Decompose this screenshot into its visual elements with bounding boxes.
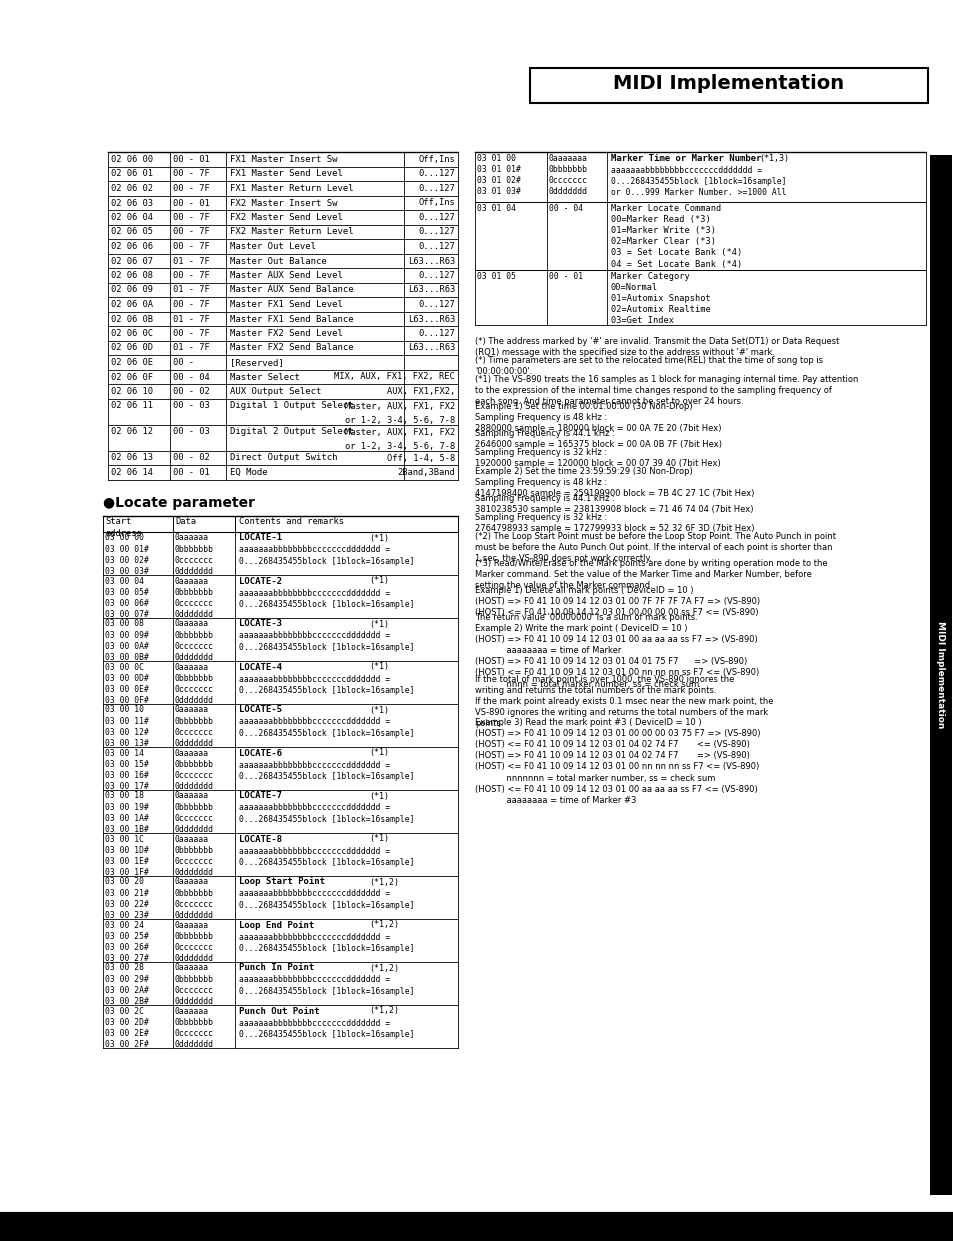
Text: aaaaaaabbbbbbbbcccccccddddddd =
0...268435455block [1block=16sample]: aaaaaaabbbbbbbbcccccccddddddd = 0...2684… bbox=[239, 932, 414, 953]
Text: 2Band,3Band: 2Band,3Band bbox=[396, 468, 455, 477]
Text: 02 06 10: 02 06 10 bbox=[111, 387, 152, 396]
Text: 00 - 04: 00 - 04 bbox=[548, 204, 582, 213]
Text: 03 01 00
03 01 01#
03 01 02#
03 01 03#: 03 01 00 03 01 01# 03 01 02# 03 01 03# bbox=[476, 154, 520, 196]
Text: 03 00 28
03 00 29#
03 00 2A#
03 00 2B#: 03 00 28 03 00 29# 03 00 2A# 03 00 2B# bbox=[105, 963, 149, 1005]
Text: 03 00 08
03 00 09#
03 00 0A#
03 00 0B#: 03 00 08 03 00 09# 03 00 0A# 03 00 0B# bbox=[105, 619, 149, 661]
Bar bbox=[0, 1216, 953, 1241]
Text: Loop End Point: Loop End Point bbox=[239, 921, 314, 930]
Text: Master Select: Master Select bbox=[230, 372, 299, 381]
Text: 03 00 18
03 00 19#
03 00 1A#
03 00 1B#: 03 00 18 03 00 19# 03 00 1A# 03 00 1B# bbox=[105, 792, 149, 834]
Text: Master FX1 Send Level: Master FX1 Send Level bbox=[230, 300, 342, 309]
Text: 02 06 05: 02 06 05 bbox=[111, 227, 152, 237]
Text: The return value '00000000' is a sum of mark points.: The return value '00000000' is a sum of … bbox=[475, 613, 698, 622]
Text: aaaaaaabbbbbbbbcccccccddddddd =
0...268435455block [1block=16sample]: aaaaaaabbbbbbbbcccccccddddddd = 0...2684… bbox=[239, 1019, 414, 1039]
Text: Direct Output Switch: Direct Output Switch bbox=[230, 453, 337, 463]
Text: 00 - 01: 00 - 01 bbox=[172, 199, 210, 207]
Text: Sampling Frequency is 44.1 kHz :
2646000 sample = 165375 block = 00 0A 0B 7F (7b: Sampling Frequency is 44.1 kHz : 2646000… bbox=[475, 429, 721, 449]
Text: (*1): (*1) bbox=[369, 663, 389, 671]
Text: 0aaaaaa
0bbbbbbb
0ccccccc
0ddddddd: 0aaaaaa 0bbbbbbb 0ccccccc 0ddddddd bbox=[174, 963, 213, 1005]
Text: Example 1) Delete all mark points ( DeviceID = 10 )
(HOST) => F0 41 10 09 14 12 : Example 1) Delete all mark points ( Devi… bbox=[475, 586, 760, 617]
Text: 0...127: 0...127 bbox=[417, 170, 455, 179]
Text: (*1): (*1) bbox=[369, 792, 389, 800]
Text: (*1) The VS-890 treats the 16 samples as 1 block for managing internal time. Pay: (*1) The VS-890 treats the 16 samples as… bbox=[475, 375, 858, 406]
Text: 00 - 7F: 00 - 7F bbox=[172, 329, 210, 338]
Text: 00 - 7F: 00 - 7F bbox=[172, 227, 210, 237]
Text: Marker Locate Command
00=Marker Read (*3)
01=Marker Write (*3)
02=Marker Clear (: Marker Locate Command 00=Marker Read (*3… bbox=[610, 204, 741, 268]
Text: 03 00 20
03 00 21#
03 00 22#
03 00 23#: 03 00 20 03 00 21# 03 00 22# 03 00 23# bbox=[105, 877, 149, 920]
Text: 0...127: 0...127 bbox=[417, 184, 455, 194]
Text: (*2) The Loop Start Point must be before the Loop Stop Point. The Auto Punch in : (*2) The Loop Start Point must be before… bbox=[475, 532, 835, 563]
Text: 02 06 0B: 02 06 0B bbox=[111, 314, 152, 324]
Text: Example 3) Read the mark point #3 ( DeviceID = 10 )
(HOST) => F0 41 10 09 14 12 : Example 3) Read the mark point #3 ( Devi… bbox=[475, 719, 760, 804]
Text: Example 1) Set the time 00:01:00:00 (30 Non-Drop)
Sampling Frequency is 48 kHz :: Example 1) Set the time 00:01:00:00 (30 … bbox=[475, 402, 720, 433]
Text: aaaaaaabbbbbbbbcccccccddddddd =
0...268435455block [1block=16sample]: aaaaaaabbbbbbbbcccccccddddddd = 0...2684… bbox=[239, 588, 414, 608]
Text: Contents and remarks: Contents and remarks bbox=[239, 517, 344, 526]
Text: L63...R63: L63...R63 bbox=[407, 257, 455, 266]
Text: 00 - 03: 00 - 03 bbox=[172, 427, 210, 437]
Text: 03 00 00
03 00 01#
03 00 02#
03 00 03#: 03 00 00 03 00 01# 03 00 02# 03 00 03# bbox=[105, 534, 149, 576]
Text: (*1,3): (*1,3) bbox=[759, 154, 788, 163]
Text: aaaaaaabbbbbbbbcccccccddddddd =
0...268435455block [1block=16sample]: aaaaaaabbbbbbbbcccccccddddddd = 0...2684… bbox=[239, 890, 414, 910]
Text: LOCATE-8: LOCATE-8 bbox=[239, 834, 282, 844]
Text: aaaaaaabbbbbbbbcccccccddddddd =
0...268435455block [1block=16sample]
or 0...999 : aaaaaaabbbbbbbbcccccccddddddd = 0...2684… bbox=[610, 166, 785, 197]
Text: 02 06 11: 02 06 11 bbox=[111, 402, 152, 411]
Text: (*) Time parameters are set to the relocated time(REL) that the time of song top: (*) Time parameters are set to the reloc… bbox=[475, 356, 822, 376]
Text: [Reserved]: [Reserved] bbox=[230, 357, 283, 367]
Text: or 1-2, 3-4, 5-6, 7-8: or 1-2, 3-4, 5-6, 7-8 bbox=[344, 416, 455, 424]
Text: (*1,2): (*1,2) bbox=[369, 921, 398, 930]
Text: 00 - 7F: 00 - 7F bbox=[172, 242, 210, 251]
Text: 02 06 03: 02 06 03 bbox=[111, 199, 152, 207]
Text: 02 06 14: 02 06 14 bbox=[111, 468, 152, 477]
Text: 0aaaaaa
0bbbbbbb
0ccccccc
0ddddddd: 0aaaaaa 0bbbbbbb 0ccccccc 0ddddddd bbox=[174, 748, 213, 791]
Text: FX1 Master Return Level: FX1 Master Return Level bbox=[230, 184, 354, 194]
Text: MIDI Implementation: MIDI Implementation bbox=[936, 622, 944, 728]
Text: 02 06 00: 02 06 00 bbox=[111, 155, 152, 164]
Text: 0...127: 0...127 bbox=[417, 329, 455, 338]
Text: 00 - 02: 00 - 02 bbox=[172, 453, 210, 463]
Text: Marker Category
00=Normal
01=Automix Snapshot
02=Automix Realtime
03=Get Index: Marker Category 00=Normal 01=Automix Sna… bbox=[610, 272, 710, 325]
Text: 03 00 2C
03 00 2D#
03 00 2E#
03 00 2F#: 03 00 2C 03 00 2D# 03 00 2E# 03 00 2F# bbox=[105, 1006, 149, 1049]
Text: L63...R63: L63...R63 bbox=[407, 314, 455, 324]
Text: MIDI Implementation: MIDI Implementation bbox=[613, 74, 843, 93]
Text: 0aaaaaa
0bbbbbbb
0ccccccc
0ddddddd: 0aaaaaa 0bbbbbbb 0ccccccc 0ddddddd bbox=[174, 534, 213, 576]
Text: Master, AUX, FX1, FX2: Master, AUX, FX1, FX2 bbox=[344, 402, 455, 411]
Text: aaaaaaabbbbbbbbcccccccddddddd =
0...268435455block [1block=16sample]: aaaaaaabbbbbbbbcccccccddddddd = 0...2684… bbox=[239, 975, 414, 995]
Text: 101: 101 bbox=[428, 1232, 465, 1241]
Text: 01 - 7F: 01 - 7F bbox=[172, 344, 210, 352]
Text: 02 06 13: 02 06 13 bbox=[111, 453, 152, 463]
Text: 00 -: 00 - bbox=[172, 357, 193, 367]
Text: 00 - 7F: 00 - 7F bbox=[172, 184, 210, 194]
Text: (*) The address marked by '#' are invalid. Transmit the Data Set(DT1) or Data Re: (*) The address marked by '#' are invali… bbox=[475, 338, 839, 357]
Text: (*1): (*1) bbox=[369, 748, 389, 757]
Text: LOCATE-3: LOCATE-3 bbox=[239, 619, 282, 628]
Text: Sampling Frequency is 32 kHz :
1920000 sample = 120000 block = 00 07 39 40 (7bit: Sampling Frequency is 32 kHz : 1920000 s… bbox=[475, 448, 720, 468]
Text: aaaaaaabbbbbbbbcccccccddddddd =
0...268435455block [1block=16sample]: aaaaaaabbbbbbbbcccccccddddddd = 0...2684… bbox=[239, 761, 414, 781]
Text: 03 00 10
03 00 11#
03 00 12#
03 00 13#: 03 00 10 03 00 11# 03 00 12# 03 00 13# bbox=[105, 705, 149, 748]
Text: 0...127: 0...127 bbox=[417, 213, 455, 222]
Text: 02 06 04: 02 06 04 bbox=[111, 213, 152, 222]
Text: 00 - 7F: 00 - 7F bbox=[172, 170, 210, 179]
Text: FX2 Master Insert Sw: FX2 Master Insert Sw bbox=[230, 199, 337, 207]
Text: 03 01 05: 03 01 05 bbox=[476, 272, 516, 280]
Text: 00 - 04: 00 - 04 bbox=[172, 372, 210, 381]
Text: ●Locate parameter: ●Locate parameter bbox=[103, 495, 254, 510]
Text: 00 - 02: 00 - 02 bbox=[172, 387, 210, 396]
Text: 03 00 14
03 00 15#
03 00 16#
03 00 17#: 03 00 14 03 00 15# 03 00 16# 03 00 17# bbox=[105, 748, 149, 791]
Text: Off,Ins: Off,Ins bbox=[417, 199, 455, 207]
Text: 01 - 7F: 01 - 7F bbox=[172, 285, 210, 294]
Text: Marker Time or Marker Number: Marker Time or Marker Number bbox=[610, 154, 760, 163]
Text: (*1): (*1) bbox=[369, 534, 389, 542]
Text: 00 - 01: 00 - 01 bbox=[172, 468, 210, 477]
Text: Master, AUX, FX1, FX2: Master, AUX, FX1, FX2 bbox=[344, 427, 455, 437]
Text: Digital 1 Output Select: Digital 1 Output Select bbox=[230, 402, 354, 411]
Text: 02 06 0A: 02 06 0A bbox=[111, 300, 152, 309]
Text: 03 00 0C
03 00 0D#
03 00 0E#
03 00 0F#: 03 00 0C 03 00 0D# 03 00 0E# 03 00 0F# bbox=[105, 663, 149, 705]
Text: 0aaaaaaa
0bbbbbbb
0ccccccc
0ddddddd: 0aaaaaaa 0bbbbbbb 0ccccccc 0ddddddd bbox=[548, 154, 587, 196]
Text: AUX, FX1,FX2,: AUX, FX1,FX2, bbox=[386, 387, 455, 396]
Text: 0aaaaaa
0bbbbbbb
0ccccccc
0ddddddd: 0aaaaaa 0bbbbbbb 0ccccccc 0ddddddd bbox=[174, 705, 213, 748]
Text: 0aaaaaa
0bbbbbbb
0ccccccc
0ddddddd: 0aaaaaa 0bbbbbbb 0ccccccc 0ddddddd bbox=[174, 792, 213, 834]
Text: Sampling Frequency is 32 kHz :
2764798933 sample = 172799933 block = 52 32 6F 3D: Sampling Frequency is 32 kHz : 276479893… bbox=[475, 513, 754, 534]
Text: 00 - 01: 00 - 01 bbox=[172, 155, 210, 164]
Text: 00 - 7F: 00 - 7F bbox=[172, 300, 210, 309]
Text: (*3) Read/Write/Erase of the Mark points are done by writing operation mode to t: (*3) Read/Write/Erase of the Mark points… bbox=[475, 558, 827, 591]
